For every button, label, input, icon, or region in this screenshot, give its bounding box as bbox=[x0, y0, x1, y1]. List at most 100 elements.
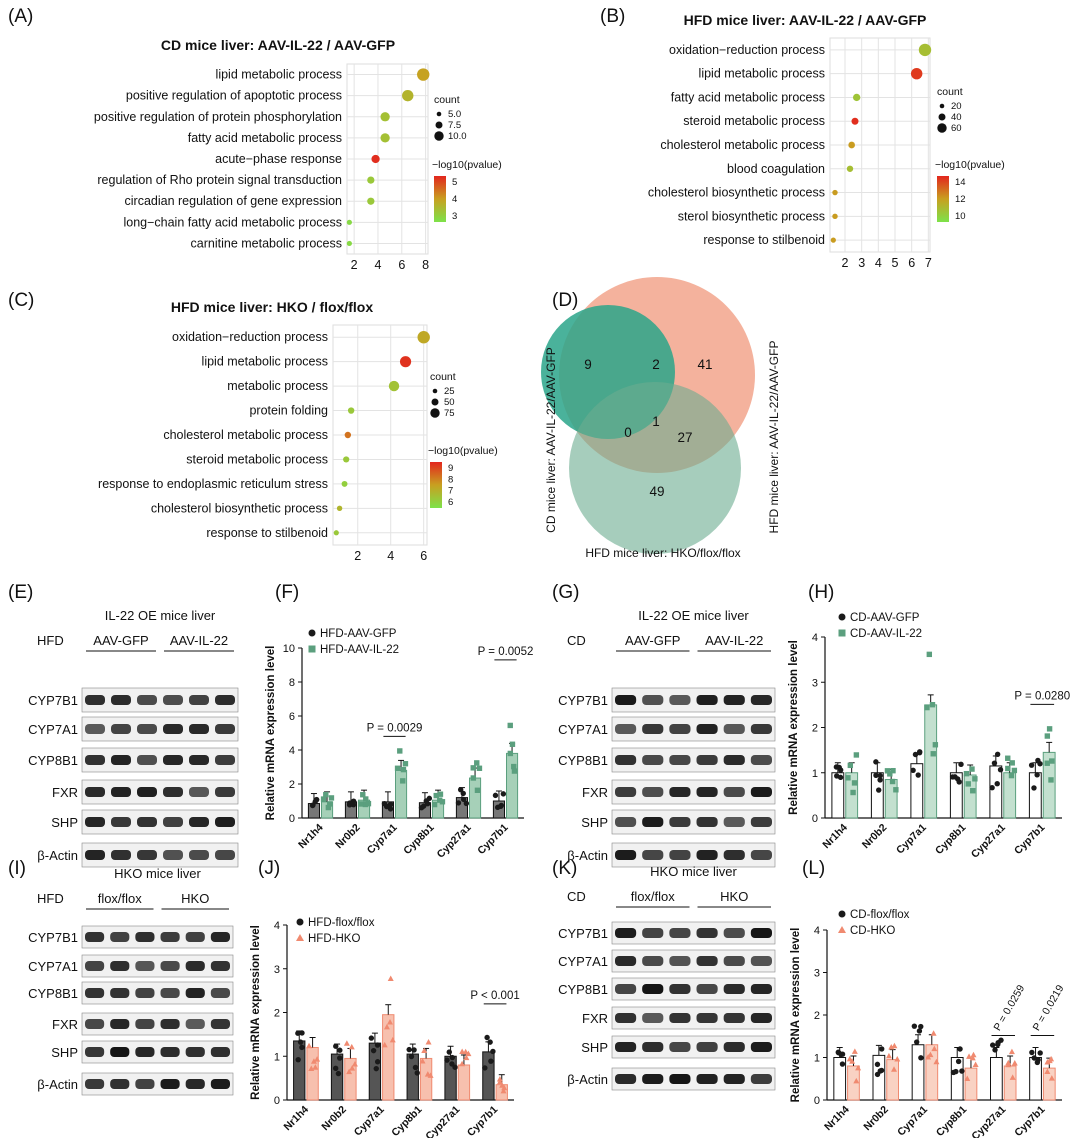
blot-band bbox=[185, 1019, 205, 1029]
data-point bbox=[830, 237, 836, 243]
blot-band bbox=[160, 961, 180, 971]
data-point bbox=[851, 780, 858, 786]
blot-band bbox=[160, 988, 180, 998]
go-term-label: long−chain fatty acid metabolic process bbox=[123, 215, 342, 229]
data-point bbox=[1031, 785, 1037, 791]
size-legend-label: 10.0 bbox=[448, 131, 467, 142]
venn-count: 0 bbox=[624, 425, 632, 440]
data-point bbox=[388, 380, 400, 392]
data-point bbox=[879, 1046, 885, 1052]
blot-row-label: β-Actin bbox=[567, 848, 608, 863]
blot-band bbox=[189, 850, 209, 860]
blot-strip bbox=[81, 716, 239, 742]
data-point bbox=[374, 1042, 381, 1048]
size-legend-dot bbox=[939, 103, 945, 109]
blot-band bbox=[210, 961, 230, 971]
blot-band bbox=[215, 817, 235, 827]
data-point bbox=[837, 774, 844, 781]
blot-band bbox=[215, 724, 235, 734]
blot-band bbox=[723, 928, 745, 938]
blot-row-label: CYP7A1 bbox=[28, 722, 78, 737]
blot-band bbox=[615, 1042, 637, 1052]
data-point bbox=[891, 1066, 898, 1072]
data-point bbox=[333, 530, 339, 536]
blot-band bbox=[85, 817, 105, 827]
blot-band bbox=[615, 850, 637, 860]
x-tick-label: 6 bbox=[398, 258, 405, 272]
x-tick-label: Cyp7b1 bbox=[465, 1104, 500, 1138]
data-point bbox=[408, 1053, 415, 1060]
blot-group-label: AAV-IL-22 bbox=[170, 633, 228, 648]
p-value-label: P = 0.0280 bbox=[1014, 690, 1070, 702]
y-axis-label: Relative mRNA expression level bbox=[250, 925, 262, 1100]
blot-band bbox=[750, 1042, 772, 1052]
data-point bbox=[337, 1055, 343, 1061]
data-point bbox=[1034, 772, 1040, 778]
blot-band bbox=[615, 787, 637, 797]
panel-label-f: (F) bbox=[275, 582, 300, 603]
data-point bbox=[312, 798, 318, 805]
data-point bbox=[295, 1030, 301, 1036]
x-tick-label: Nr1h4 bbox=[820, 822, 850, 852]
blot-band bbox=[137, 695, 157, 705]
size-legend-dot bbox=[937, 123, 947, 133]
data-point bbox=[336, 505, 343, 512]
data-point bbox=[400, 778, 406, 784]
blot-band bbox=[85, 1047, 105, 1057]
data-point bbox=[910, 67, 923, 80]
bar bbox=[1003, 772, 1017, 819]
data-point bbox=[847, 762, 854, 769]
blot-band bbox=[615, 1074, 637, 1084]
blot-band bbox=[85, 724, 105, 734]
data-point bbox=[918, 43, 932, 57]
blot-band bbox=[696, 928, 718, 938]
y-tick-label: 10 bbox=[283, 643, 295, 655]
colorbar-tick-label: 6 bbox=[448, 497, 453, 508]
colorbar-tick-label: 5 bbox=[452, 177, 457, 188]
data-point bbox=[496, 1078, 503, 1085]
size-legend-dot bbox=[435, 121, 443, 129]
data-point bbox=[446, 1049, 452, 1055]
go-term-label: acute−phase response bbox=[215, 152, 342, 166]
go-term-label: steroid metabolic process bbox=[683, 114, 825, 128]
data-point bbox=[306, 1042, 313, 1049]
color-legend-title: −log10(pvalue) bbox=[432, 159, 502, 171]
blot-band bbox=[85, 988, 105, 998]
data-point bbox=[400, 766, 407, 773]
data-point bbox=[328, 795, 335, 801]
blot-band bbox=[160, 1019, 180, 1029]
blot-band bbox=[642, 817, 664, 827]
data-point bbox=[1011, 767, 1018, 774]
blot-band bbox=[723, 724, 745, 734]
blot-band bbox=[750, 817, 772, 827]
blot-band bbox=[111, 850, 131, 860]
y-axis-label: Relative mRNA expression level bbox=[790, 928, 802, 1103]
blot-band bbox=[723, 850, 745, 860]
blot-band bbox=[210, 1047, 230, 1057]
blot-strip bbox=[81, 1040, 234, 1064]
data-point bbox=[344, 431, 352, 439]
data-point bbox=[926, 651, 933, 658]
data-point bbox=[414, 1070, 420, 1076]
blot-band bbox=[85, 1079, 105, 1089]
data-point bbox=[490, 1048, 496, 1055]
data-point bbox=[419, 1057, 426, 1064]
data-point bbox=[297, 1039, 304, 1045]
venn-set-label: HFD mice liver: AAV-IL-22/AAV-GFP bbox=[767, 341, 781, 534]
blot-band bbox=[85, 932, 105, 942]
data-point bbox=[323, 791, 329, 798]
size-legend-label: 75 bbox=[444, 408, 455, 419]
data-point bbox=[496, 1076, 503, 1082]
panel-label-a: (A) bbox=[8, 6, 34, 27]
legend-label: HFD-flox/flox bbox=[308, 917, 375, 929]
size-legend-dot bbox=[436, 111, 442, 117]
x-tick-label: Cyp27a1 bbox=[969, 1104, 1008, 1138]
x-tick-label: Nr0b2 bbox=[319, 1104, 349, 1134]
data-point bbox=[412, 1064, 419, 1071]
data-point bbox=[918, 1055, 924, 1061]
data-point bbox=[884, 768, 891, 774]
x-tick-label: Cyp7b1 bbox=[1012, 822, 1047, 857]
blot-band bbox=[85, 787, 105, 797]
data-point bbox=[997, 767, 1004, 773]
blot-band bbox=[723, 1042, 745, 1052]
